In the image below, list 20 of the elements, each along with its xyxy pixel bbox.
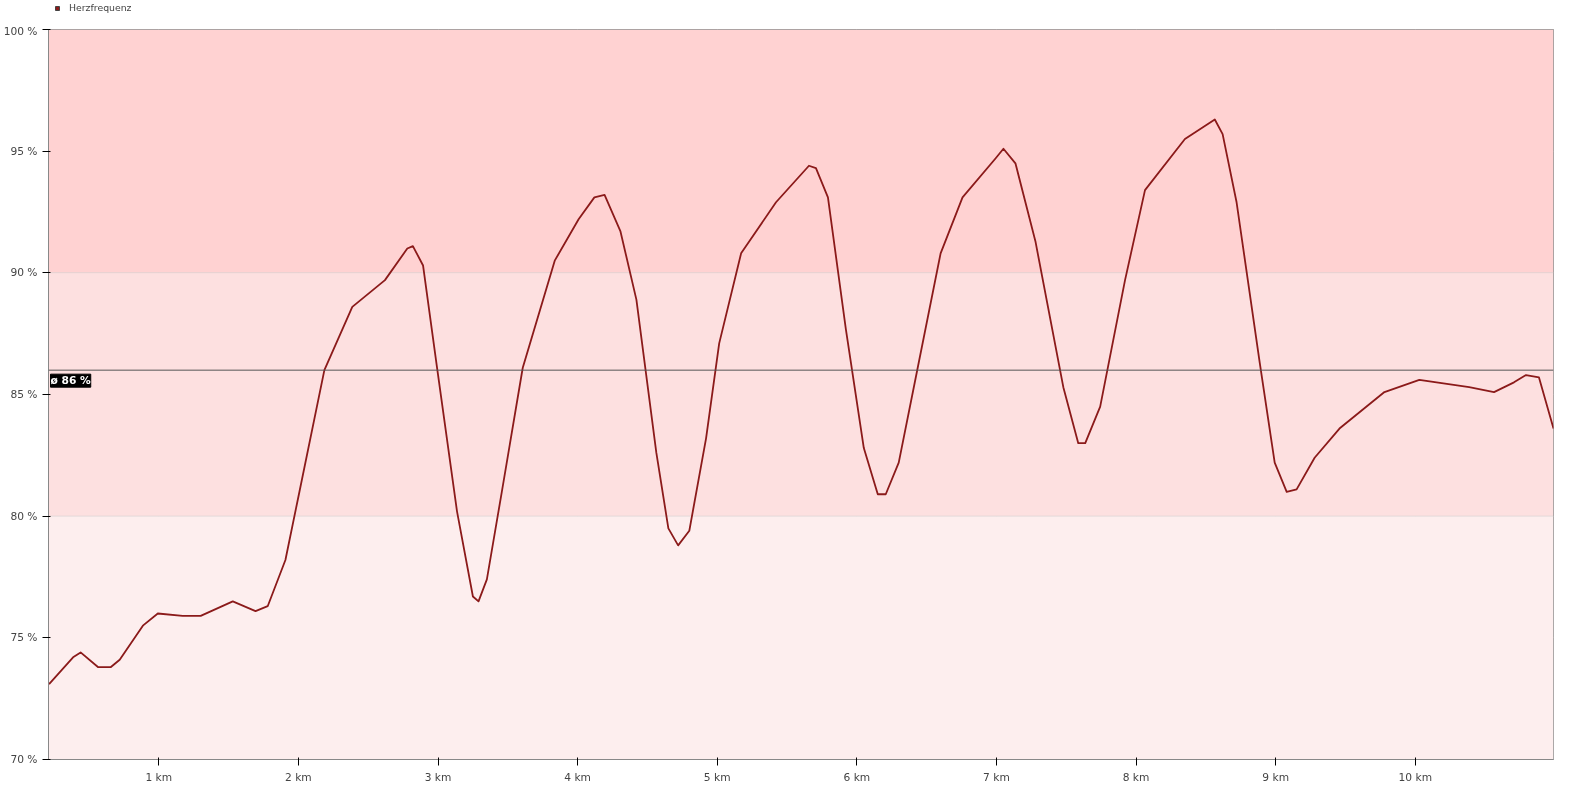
y-tick-label: 70 % — [10, 753, 38, 766]
x-tick-label: 5 km — [703, 770, 731, 784]
x-tick-label: 2 km — [285, 770, 312, 784]
ref-line-label: ø 86 % — [50, 374, 92, 388]
y-tick-label: 85 % — [10, 388, 38, 401]
x-tick-label: 7 km — [983, 770, 1010, 784]
x-tick-label: 10 km — [1398, 770, 1433, 784]
y-tick-label: 80 % — [10, 509, 38, 523]
x-tick-label: 4 km — [564, 770, 591, 784]
x-tick-label: 6 km — [843, 770, 871, 784]
y-tick-label: 95 % — [10, 144, 38, 158]
x-tick-label: 9 km — [1262, 770, 1290, 784]
x-tick-label: 3 km — [424, 770, 452, 784]
legend-label: Herzfrequenz — [69, 2, 132, 13]
y-tick-label: 100 % — [3, 24, 38, 38]
y-tick-label: 75 % — [10, 631, 38, 645]
x-tick-label: 1 km — [145, 770, 173, 784]
y-tick-label: 90 % — [10, 266, 38, 280]
line-series — [48, 118, 1554, 685]
x-tick-label: 8 km — [1122, 770, 1150, 784]
